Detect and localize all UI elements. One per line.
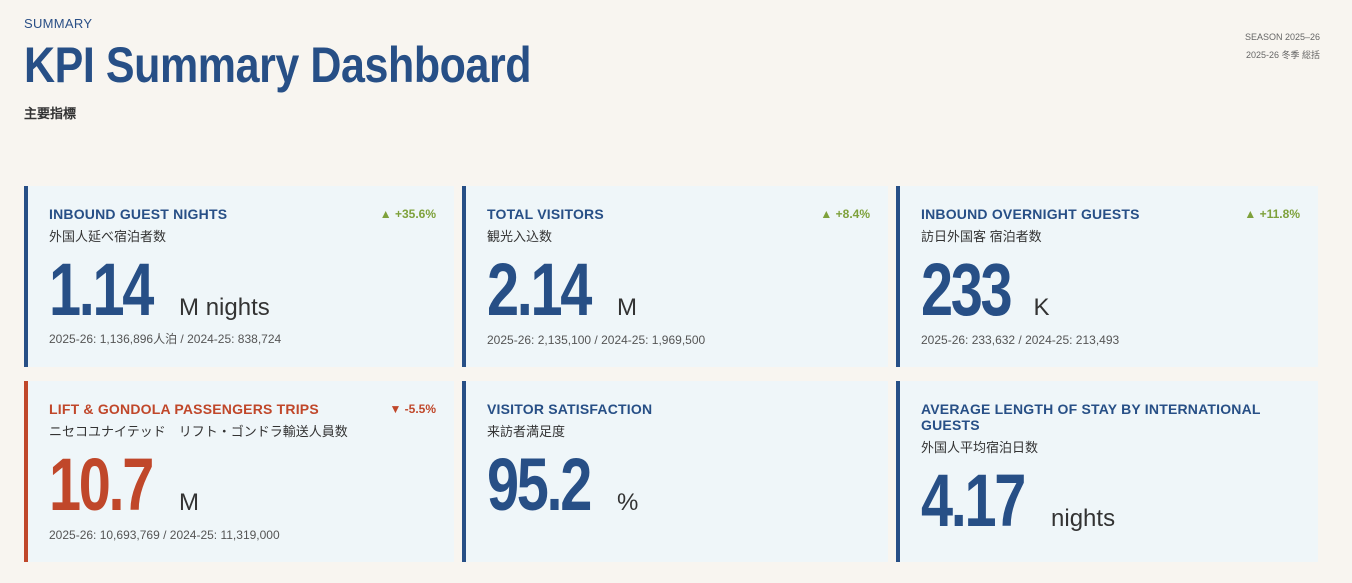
season-info: SEASON 2025–26 2025-26 冬季 総括 [1245, 28, 1320, 64]
kpi-sublabel: 外国人延べ宿泊者数 [49, 229, 167, 244]
kpi-value: 233 [921, 248, 1013, 331]
kpi-card-inbound-overnight-guests: INBOUND OVERNIGHT GUESTS 訪日外国客 宿泊者数 ▲ +1… [896, 186, 1318, 367]
kpi-card-total-visitors: TOTAL VISITORS 観光入込数 ▲ +8.4% 2.14 M 2025… [462, 186, 888, 367]
kpi-comparison: 2025-26: 10,693,769 / 2024-25: 11,319,00… [49, 528, 280, 542]
kpi-change-badge: ▲ +35.6% [379, 207, 436, 221]
kpi-label: INBOUND OVERNIGHT GUESTS [921, 206, 1140, 222]
kpi-comparison: 2025-26: 1,136,896人泊 / 2024-25: 838,724 [49, 332, 282, 346]
kpi-card-lift-gondola-trips: LIFT & GONDOLA PASSENGERS TRIPS ニセコユナイテッ… [24, 381, 454, 562]
kpi-change-badge: ▲ +11.8% [1244, 207, 1300, 221]
kpi-label: AVERAGE LENGTH OF STAY BY INTERNATIONAL … [921, 401, 1261, 433]
kpi-value: 95.2 [487, 443, 592, 526]
kpi-value-row: 10.7 M [49, 446, 434, 524]
eyebrow: SUMMARY [24, 16, 93, 31]
kpi-value-row: 1.14 M nights [49, 251, 434, 329]
kpi-sublabel: 来訪者満足度 [487, 424, 566, 439]
kpi-unit: M [179, 489, 200, 516]
kpi-unit: K [1033, 294, 1050, 321]
kpi-value: 1.14 [49, 248, 154, 331]
kpi-change-badge: ▲ +8.4% [820, 207, 870, 221]
kpi-label: VISITOR SATISFACTION [487, 401, 653, 417]
kpi-label: TOTAL VISITORS [487, 206, 604, 222]
kpi-card-visitor-satisfaction: VISITOR SATISFACTION 来訪者満足度 95.2 % [462, 381, 888, 562]
kpi-card-average-length-of-stay: AVERAGE LENGTH OF STAY BY INTERNATIONAL … [896, 381, 1318, 562]
kpi-unit: % [617, 489, 639, 516]
page-subtitle: 主要指標 [24, 106, 77, 121]
page-title: KPI Summary Dashboard [24, 37, 532, 93]
kpi-grid: INBOUND GUEST NIGHTS 外国人延べ宿泊者数 ▲ +35.6% … [24, 186, 1322, 562]
kpi-value: 10.7 [49, 443, 154, 526]
kpi-value-row: 95.2 % [487, 446, 868, 524]
kpi-value: 2.14 [487, 248, 592, 331]
kpi-sublabel: 外国人平均宿泊日数 [921, 440, 1039, 455]
kpi-sublabel: 観光入込数 [487, 229, 553, 244]
kpi-unit: M nights [179, 294, 270, 321]
kpi-unit: M [617, 294, 638, 321]
kpi-label: INBOUND GUEST NIGHTS [49, 206, 228, 222]
kpi-value: 4.17 [921, 459, 1026, 542]
kpi-comparison: 2025-26: 2,135,100 / 2024-25: 1,969,500 [487, 333, 706, 347]
season-label-jp: 2025-26 冬季 総括 [1245, 50, 1320, 60]
kpi-label: LIFT & GONDOLA PASSENGERS TRIPS [49, 401, 319, 417]
kpi-value-row: 4.17 nights [921, 462, 1298, 540]
kpi-comparison: 2025-26: 233,632 / 2024-25: 213,493 [921, 333, 1120, 347]
season-label: SEASON 2025–26 [1244, 32, 1320, 42]
kpi-value-row: 233 K [921, 251, 1298, 329]
kpi-sublabel: ニセコユナイテッド リフト・ゴンドラ輸送人員数 [49, 424, 348, 439]
kpi-card-inbound-guest-nights: INBOUND GUEST NIGHTS 外国人延べ宿泊者数 ▲ +35.6% … [24, 186, 454, 367]
kpi-change-badge: ▼ -5.5% [389, 402, 436, 416]
kpi-value-row: 2.14 M [487, 251, 868, 329]
kpi-unit: nights [1051, 505, 1116, 532]
kpi-sublabel: 訪日外国客 宿泊者数 [921, 229, 1042, 244]
header: SUMMARY KPI Summary Dashboard 主要指標 [24, 16, 614, 122]
